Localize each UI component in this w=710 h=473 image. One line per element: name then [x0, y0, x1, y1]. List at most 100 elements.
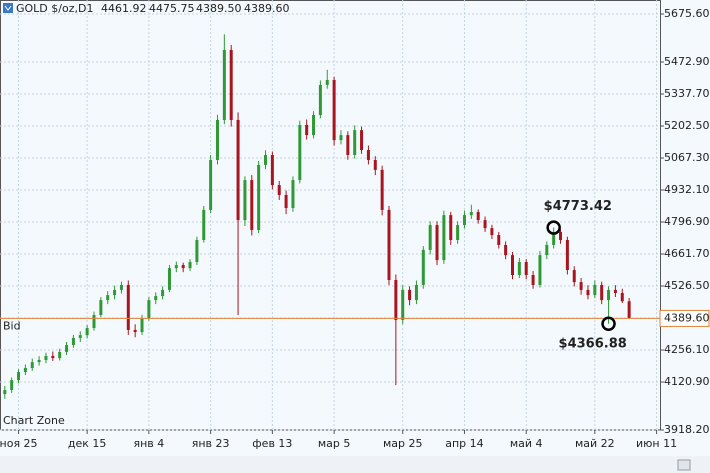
candle-body — [229, 49, 233, 120]
bid-name: Bid — [3, 319, 21, 332]
scroll-thumb[interactable] — [677, 459, 691, 471]
candle-body — [30, 362, 34, 369]
candles — [3, 34, 631, 399]
candle-body — [510, 255, 514, 276]
candle-body — [147, 300, 151, 319]
y-tick-label: 5202.50 — [664, 119, 710, 132]
candle-body — [305, 124, 309, 136]
x-tick-label: янв 4 — [133, 437, 164, 450]
candle-body — [44, 355, 48, 360]
candle-body — [380, 169, 384, 210]
open: 4461.92 — [101, 2, 147, 15]
x-tick-label: мар 5 — [318, 437, 351, 450]
candle-body — [17, 372, 21, 381]
candle-body — [449, 215, 453, 240]
candle-body — [552, 231, 556, 245]
candle-body — [559, 231, 563, 240]
candle-body — [202, 209, 206, 240]
candle-body — [373, 159, 377, 170]
candle-body — [504, 244, 508, 256]
candle-body — [71, 337, 75, 346]
candle-body — [222, 49, 226, 120]
candle-body — [627, 301, 631, 319]
menu-arrow — [4, 5, 12, 11]
candle-body — [161, 289, 165, 297]
candle-body — [565, 239, 569, 271]
candle-body — [3, 390, 7, 395]
candle-body — [490, 228, 494, 236]
annotation: $4773.42 — [544, 199, 612, 214]
y-tick-label: 4120.90 — [664, 375, 710, 388]
candle-body — [469, 212, 473, 216]
menu-icon[interactable] — [3, 3, 13, 13]
candle-body — [524, 261, 528, 276]
candle-body — [387, 209, 391, 280]
candle-body — [10, 380, 14, 391]
candle-body — [366, 150, 370, 160]
candle-body — [339, 135, 343, 141]
y-tick-label: 4932.10 — [664, 183, 710, 196]
candle-body — [572, 270, 576, 283]
candle-body — [215, 119, 219, 160]
candle-body — [442, 215, 446, 261]
y-tick-label: 4256.10 — [664, 343, 710, 356]
low: 4389.50 — [196, 2, 242, 15]
x-tick-label: фев 13 — [252, 437, 292, 450]
plot-frame — [0, 0, 661, 431]
y-tick-label: 4526.50 — [664, 279, 710, 292]
candle-body — [360, 130, 364, 151]
candle-body — [401, 289, 405, 320]
candle-body — [126, 284, 130, 330]
candle-body — [37, 359, 41, 363]
candle-body — [538, 255, 542, 285]
candle-body — [250, 180, 254, 231]
candle-body — [119, 284, 123, 290]
candle-body — [133, 329, 137, 333]
scrollbar[interactable] — [0, 456, 710, 473]
candle-body — [181, 265, 185, 269]
candle-body — [586, 289, 590, 296]
candle-body — [593, 284, 597, 296]
candle-body — [154, 296, 158, 301]
candle-body — [620, 292, 624, 302]
x-tick-label: май 22 — [575, 437, 615, 450]
candle-body — [106, 295, 110, 301]
candle-body — [270, 154, 274, 186]
candle-body — [243, 180, 247, 221]
candle-body — [167, 268, 171, 290]
candle-body — [483, 220, 487, 229]
x-tick-label: июн 11 — [636, 437, 677, 450]
y-tick-label: 5472.90 — [664, 55, 710, 68]
candle-body — [394, 279, 398, 320]
annotation: $4366.88 — [559, 336, 627, 351]
y-tick-label: 4661.70 — [664, 247, 710, 260]
y-tick-label: 5675.60 — [664, 7, 710, 20]
y-tick-label: 3918.20 — [664, 423, 710, 436]
y-tick-label: 5067.30 — [664, 151, 710, 164]
candle-body — [140, 318, 144, 333]
bid-box — [659, 309, 710, 327]
annotation-circle — [546, 220, 561, 235]
candle-body — [325, 79, 329, 85]
candle-body — [346, 135, 350, 155]
candle-body — [51, 355, 55, 359]
candle-body — [85, 328, 89, 336]
candle-body — [428, 225, 432, 250]
candle-body — [435, 225, 439, 261]
candle-body — [188, 261, 192, 269]
candle-body — [531, 275, 535, 285]
y-tick-label: 5337.70 — [664, 87, 710, 100]
bid-label: 4389.60 — [664, 311, 710, 324]
candle-body — [607, 289, 611, 301]
candle-body — [65, 345, 69, 352]
candle-body — [312, 114, 316, 136]
candle-body — [92, 315, 96, 329]
candle-body — [99, 300, 103, 316]
candle-body — [600, 284, 604, 301]
candle-body — [284, 194, 288, 209]
candle-body — [318, 84, 322, 115]
candle-body — [456, 225, 460, 240]
candle-body — [517, 261, 521, 276]
candle-body — [277, 185, 281, 195]
